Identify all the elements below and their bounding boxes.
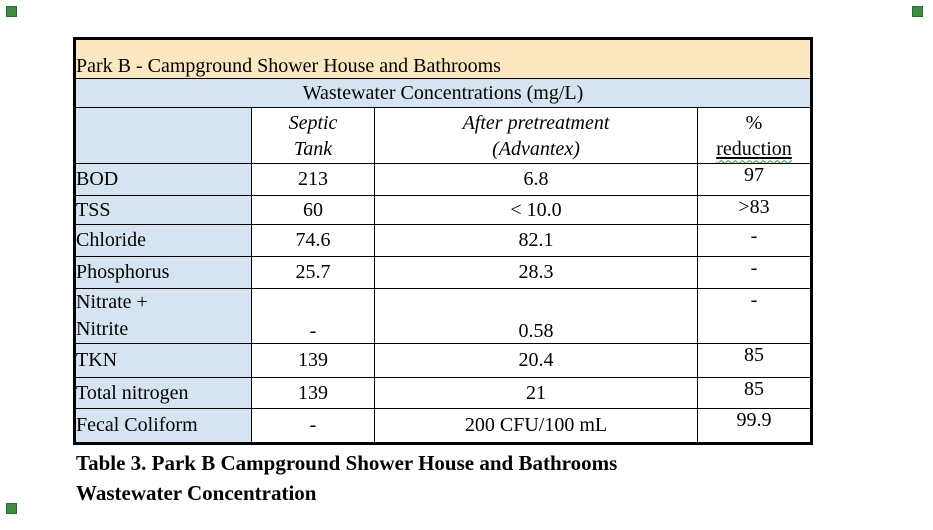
septic-value: 60	[251, 195, 375, 225]
septic-value: 139	[251, 377, 375, 409]
table-subtitle: Wastewater Concentrations (mg/L)	[73, 78, 813, 108]
reduction-value: 85	[696, 377, 813, 409]
row-label: BOD	[74, 163, 252, 196]
selection-handle-top-right[interactable]	[912, 6, 923, 17]
septic-header-line2: Tank	[293, 137, 333, 160]
table-title-row: Park B - Campground Shower House and Bat…	[73, 38, 813, 79]
table-row: Nitrate + Nitrite - 0.58 -	[74, 288, 813, 344]
selection-handle-top-left[interactable]	[6, 6, 17, 17]
pretreatment-value: 28.3	[374, 256, 698, 289]
table-header-row: Septic Tank After pretreatment (Advantex…	[74, 107, 813, 164]
caption-line1: Table 3. Park B Campground Shower House …	[76, 451, 618, 475]
table-caption: Table 3. Park B Campground Shower House …	[76, 448, 617, 508]
septic-value: 213	[251, 163, 375, 196]
column-header-pretreatment: After pretreatment (Advantex)	[374, 107, 698, 164]
reduction-header-line1: %	[745, 111, 763, 134]
row-label: Fecal Coliform	[74, 408, 252, 444]
reduction-value: -	[696, 256, 813, 289]
table-row: BOD 213 6.8 97	[74, 163, 813, 196]
pretreatment-value: < 10.0	[374, 195, 698, 225]
septic-value: 25.7	[251, 256, 375, 289]
septic-header-line1: Septic	[288, 111, 338, 134]
reduction-value: 97	[696, 163, 813, 196]
table-row: TKN 139 20.4 85	[74, 343, 813, 378]
pretreatment-value: 21	[374, 377, 698, 409]
pretreatment-header-line2: (Advantex)	[492, 137, 580, 160]
pretreatment-header-line1: After pretreatment	[462, 111, 610, 134]
pretreatment-value: 82.1	[374, 224, 698, 257]
selection-handle-bottom-left[interactable]	[6, 503, 17, 514]
reduction-value: -	[696, 224, 813, 257]
table-title: Park B - Campground Shower House and Bat…	[73, 38, 813, 79]
row-label: TKN	[74, 343, 252, 378]
reduction-value: -	[696, 288, 813, 344]
pretreatment-value: 6.8	[374, 163, 698, 196]
column-header-percent-reduction: % reduction	[696, 107, 813, 164]
pretreatment-value: 200 CFU/100 mL	[374, 408, 698, 444]
reduction-value: 99.9	[696, 408, 813, 444]
table-row: Fecal Coliform - 200 CFU/100 mL 99.9	[74, 408, 813, 444]
table-subtitle-row: Wastewater Concentrations (mg/L)	[73, 78, 813, 108]
septic-value: 74.6	[251, 224, 375, 257]
row-label: Phosphorus	[74, 256, 252, 289]
table-row: Phosphorus 25.7 28.3 -	[74, 256, 813, 289]
row-label-line1: Nitrate +	[76, 291, 148, 313]
table-row: Chloride 74.6 82.1 -	[74, 224, 813, 257]
pretreatment-value: 20.4	[374, 343, 698, 378]
reduction-word-underlined: reduction	[716, 137, 792, 160]
header-cell-empty	[74, 107, 252, 164]
reduction-value: 85	[696, 343, 813, 378]
septic-value: -	[251, 408, 375, 444]
row-label: Total nitrogen	[74, 377, 252, 409]
reduction-value: >83	[696, 195, 813, 225]
reduction-header-line2: reduction	[699, 136, 811, 162]
septic-value: 139	[251, 343, 375, 378]
table-row: TSS 60 < 10.0 >83	[74, 195, 813, 225]
septic-value: -	[251, 288, 375, 344]
row-label: Nitrate + Nitrite	[74, 288, 252, 344]
column-header-septic-tank: Septic Tank	[251, 107, 375, 164]
caption-line2: Wastewater Concentration	[76, 481, 317, 505]
row-label: TSS	[74, 195, 252, 225]
pretreatment-value: 0.58	[374, 288, 698, 344]
wastewater-table: Park B - Campground Shower House and Bat…	[73, 37, 814, 445]
row-label-line2: Nitrite	[76, 318, 129, 340]
table-row: Total nitrogen 139 21 85	[74, 377, 813, 409]
row-label: Chloride	[74, 224, 252, 257]
